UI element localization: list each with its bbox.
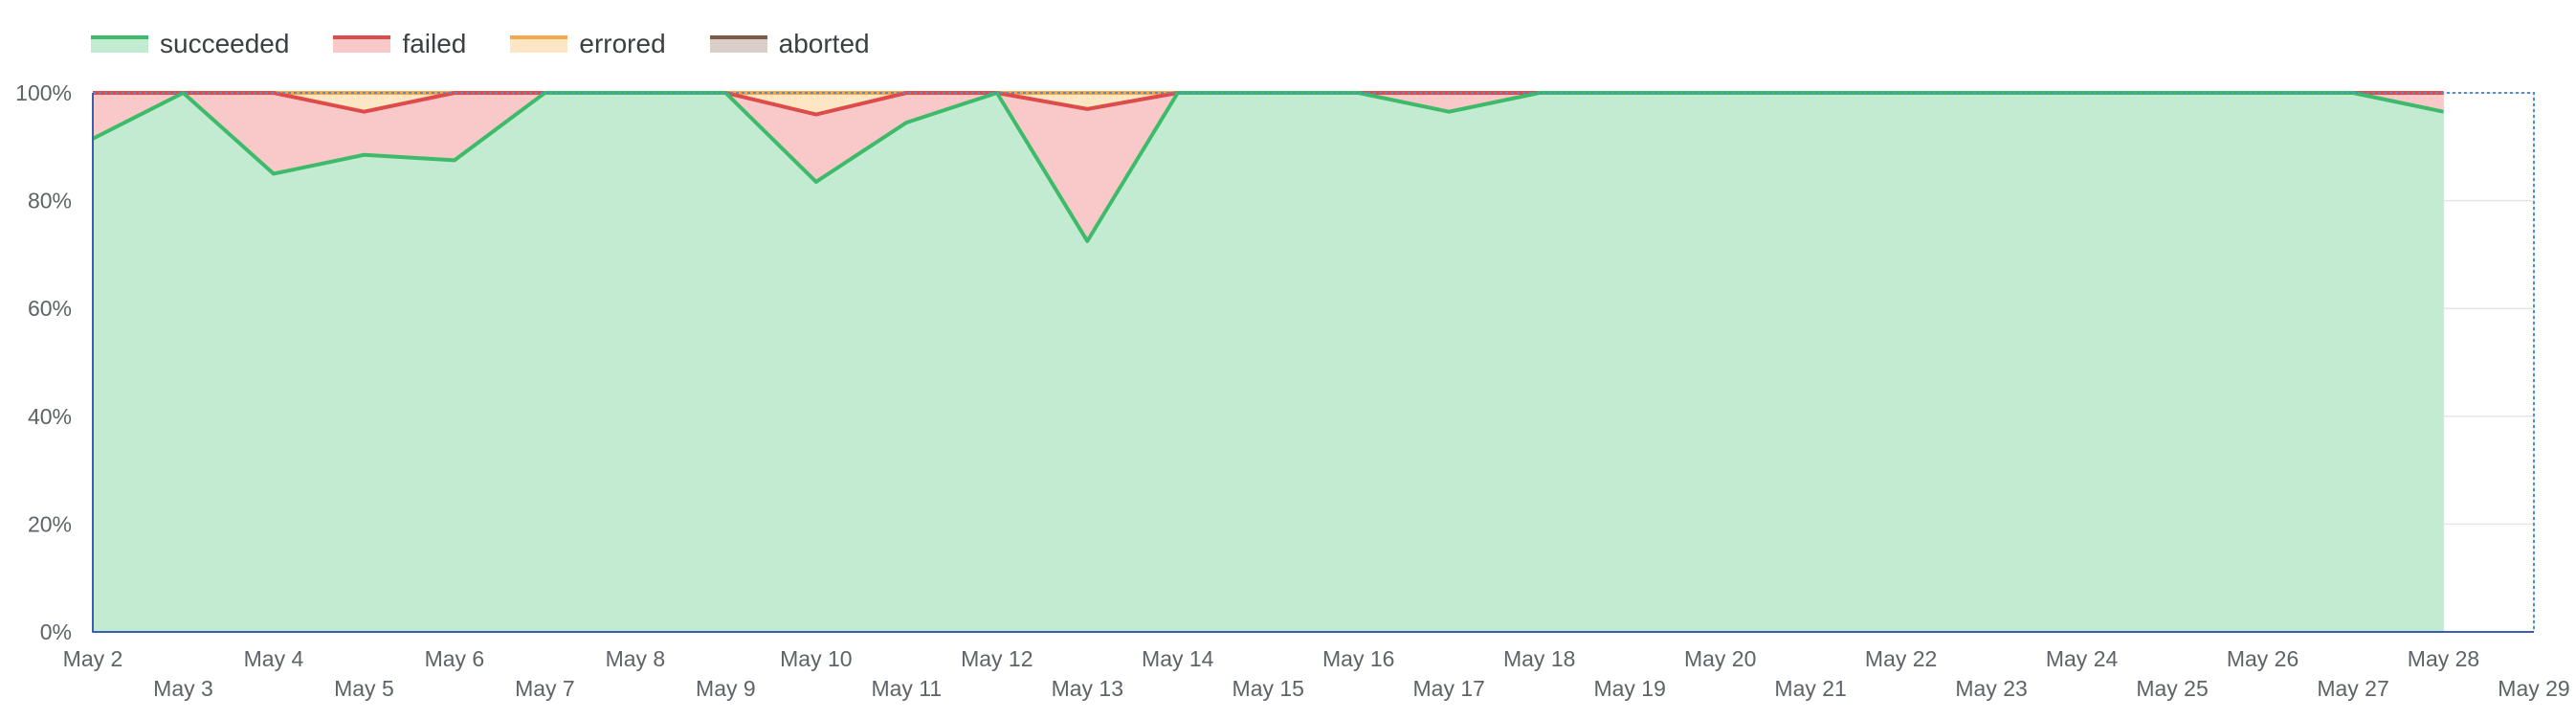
x-tick-label: May 7: [515, 676, 575, 701]
y-tick-label: 20%: [28, 511, 72, 536]
x-tick-label: May 14: [1142, 646, 1214, 671]
legend-label-failed: failed: [402, 29, 467, 58]
x-tick-label: May 2: [63, 646, 123, 671]
legend-item-failed[interactable]: failed: [333, 29, 466, 59]
legend-label-errored: errored: [579, 29, 666, 58]
legend-label-aborted: aborted: [778, 29, 870, 58]
x-tick-label: May 15: [1232, 676, 1304, 701]
x-tick-label: May 9: [696, 676, 756, 701]
x-tick-label: May 16: [1322, 646, 1394, 671]
x-tick-label: May 8: [606, 646, 666, 671]
x-tick-label: May 13: [1052, 676, 1123, 701]
x-tick-label: May 24: [2046, 646, 2119, 671]
x-tick-label: May 12: [961, 646, 1033, 671]
x-tick-label: May 27: [2317, 676, 2388, 701]
x-tick-label: May 21: [1774, 676, 1846, 701]
x-tick-label: May 11: [871, 676, 942, 701]
x-tick-label: May 20: [1684, 646, 1756, 671]
area-succeeded: [93, 93, 2444, 632]
x-tick-label: May 4: [244, 646, 304, 671]
x-tick-label: May 23: [1955, 676, 2027, 701]
area-errored: [93, 93, 2444, 115]
x-tick-label: May 29: [2498, 676, 2569, 701]
x-tick-label: May 5: [334, 676, 394, 701]
x-tick-label: May 18: [1503, 646, 1575, 671]
x-tick-label: May 10: [780, 646, 852, 671]
legend-item-errored[interactable]: errored: [510, 29, 666, 59]
x-tick-label: May 22: [1865, 646, 1937, 671]
x-tick-label: May 6: [425, 646, 485, 671]
x-tick-label: May 26: [2227, 646, 2298, 671]
legend-item-succeeded[interactable]: succeeded: [91, 29, 289, 59]
x-tick-label: May 17: [1413, 676, 1485, 701]
x-tick-label: May 3: [153, 676, 213, 701]
y-axis-ticks: 0% 20% 40% 60% 80% 100%: [15, 80, 72, 644]
x-tick-label: May 25: [2136, 676, 2208, 701]
legend-swatch-errored: [510, 35, 568, 53]
legend-swatch-aborted: [709, 35, 767, 53]
y-tick-label: 80%: [28, 189, 72, 214]
legend-swatch-failed: [333, 35, 391, 53]
x-tick-label: May 28: [2408, 646, 2479, 671]
y-tick-label: 40%: [28, 404, 72, 429]
x-axis-ticks: May 2 May 3 May 4 May 5 May 6 May 7 May 8 May 9…: [63, 646, 2570, 701]
legend-swatch-succeeded: [91, 35, 148, 53]
x-tick-label: May 19: [1593, 676, 1665, 701]
legend-label-succeeded: succeeded: [160, 29, 290, 58]
plot-frame: [92, 92, 2535, 633]
legend: succeeded failed errored aborted: [91, 29, 914, 59]
area-failed: [93, 93, 2444, 241]
y-tick-label: 60%: [28, 296, 72, 321]
y-tick-label: 0%: [40, 619, 72, 644]
y-tick-label: 100%: [15, 80, 72, 105]
series-areas: [93, 93, 2444, 632]
legend-item-aborted[interactable]: aborted: [709, 29, 870, 59]
